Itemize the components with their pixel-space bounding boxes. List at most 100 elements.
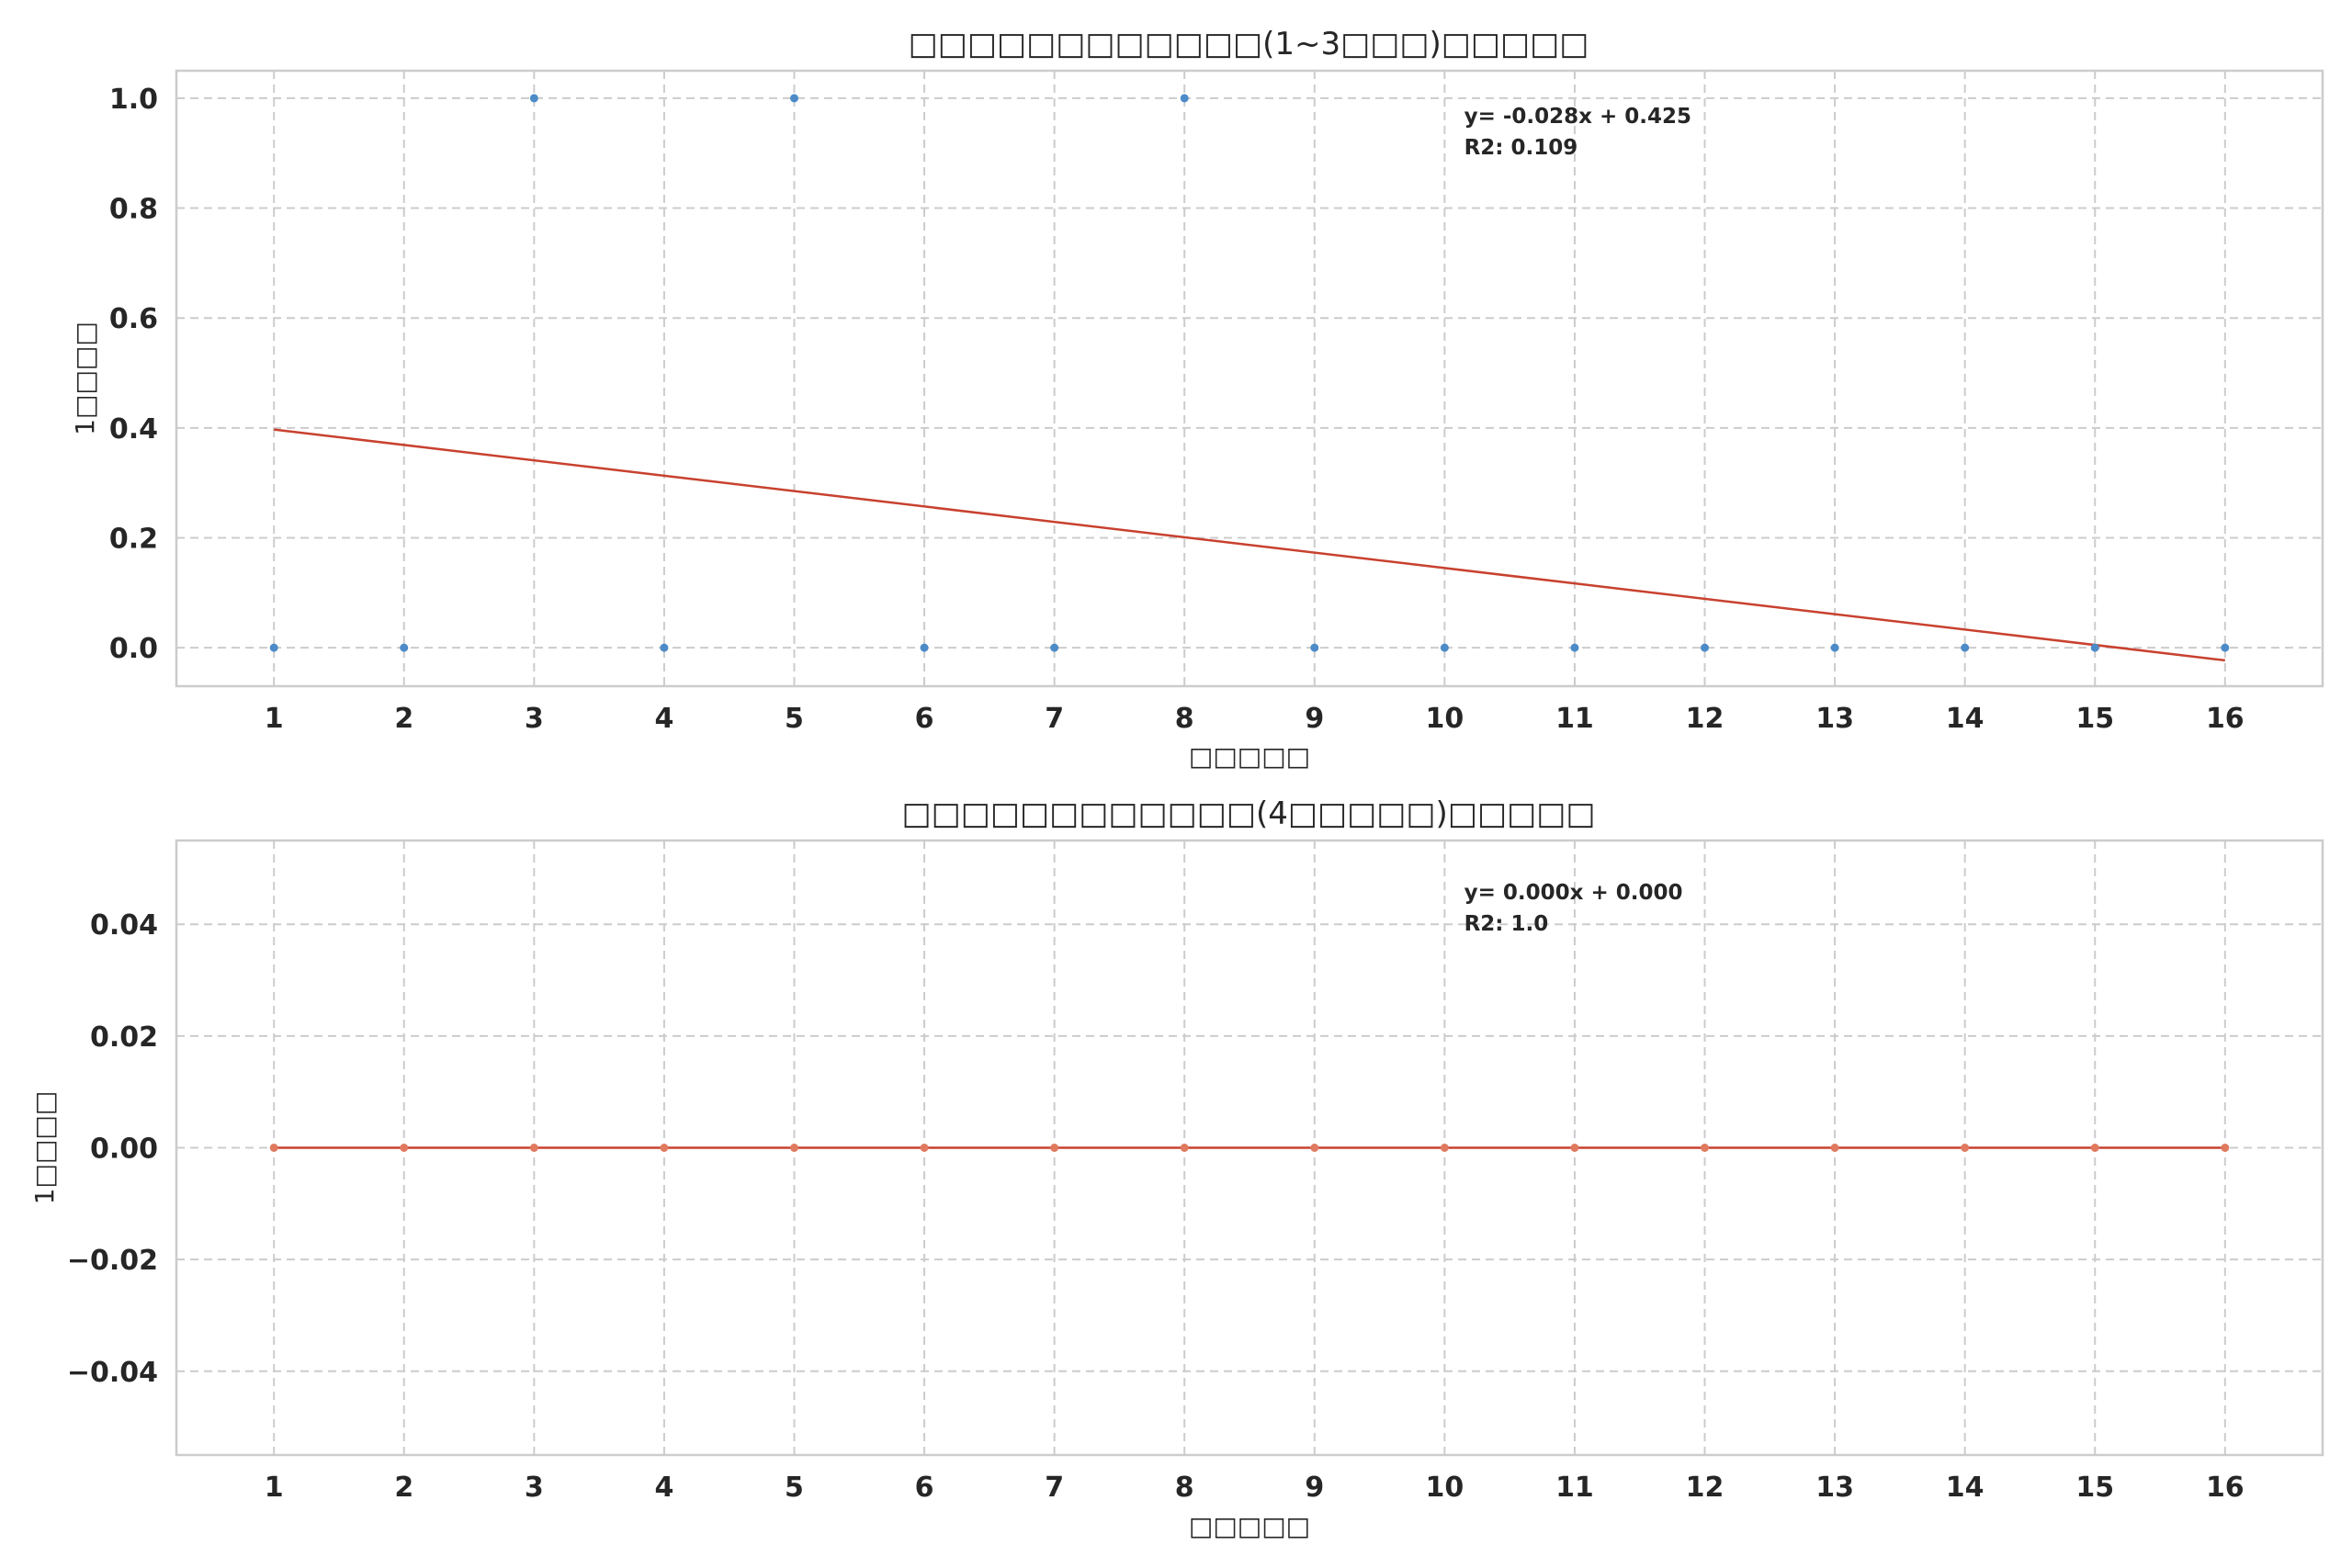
- chart-2-y-tick-label: 0.04: [90, 909, 158, 942]
- chart-1-fit-line: [274, 428, 2225, 662]
- chart-2-point: [1310, 1144, 1319, 1152]
- chart-1-annotation: y= -0.028x + 0.425 R2: 0.109: [1464, 105, 1691, 160]
- chart-2-y-tick-label: 0.02: [90, 1021, 158, 1054]
- chart-2-x-tick-label: 8: [1175, 1472, 1194, 1504]
- chart-1-grid: [176, 71, 2323, 686]
- chart-1-y-tick-label: 0.2: [109, 523, 158, 555]
- chart-1-point: [1701, 643, 1710, 652]
- chart-2-equation: y= 0.000x + 0.000: [1464, 881, 1683, 905]
- chart-2-point: [269, 1144, 278, 1152]
- chart-2-y-tick-label: −0.04: [67, 1357, 158, 1389]
- chart-2-points: [269, 1144, 2230, 1152]
- chart-1-x-tick-label: 9: [1305, 703, 1324, 735]
- chart-2: □□□□□□□□□□□□(4□□□□□)□□□□□ 1 2 3 4 5 6 7 8 9 10 11 1…: [29, 795, 2324, 1541]
- chart-1-x-tick-label: 3: [525, 703, 544, 735]
- chart-2-y-axis-label: 1□□□□: [29, 1091, 60, 1205]
- chart-2-x-tick-label: 14: [1946, 1472, 1984, 1504]
- chart-2-point: [400, 1144, 409, 1152]
- chart-1-x-tick-label: 15: [2075, 703, 2114, 735]
- chart-1-x-ticks: 1 2 3 4 5 6 7 8 9 10 11 12 13 14 15 16: [265, 703, 2245, 735]
- chart-1-x-tick-label: 6: [915, 703, 934, 735]
- chart-1-x-tick-label: 5: [785, 703, 804, 735]
- chart-2-point: [789, 1144, 798, 1152]
- chart-1-x-tick-label: 11: [1555, 703, 1594, 735]
- chart-1-point: [920, 643, 929, 652]
- chart-1-x-tick-label: 10: [1425, 703, 1464, 735]
- chart-2-x-tick-label: 15: [2075, 1472, 2114, 1504]
- chart-2-x-tick-label: 13: [1815, 1472, 1854, 1504]
- chart-1-point: [2221, 643, 2230, 652]
- chart-1-point: [2090, 643, 2099, 652]
- chart-1-point: [789, 94, 798, 103]
- chart-1: □□□□□□□□□□□□(1~3□□□)□□□□□ 1 2 3 4 5 6 7 8 9 10 11 1…: [70, 26, 2324, 772]
- chart-2-x-tick-label: 10: [1425, 1472, 1464, 1504]
- chart-2-y-tick-label: −0.02: [67, 1245, 158, 1277]
- chart-1-y-tick-label: 0.8: [109, 194, 158, 226]
- chart-2-title: □□□□□□□□□□□□(4□□□□□)□□□□□: [902, 795, 1596, 832]
- chart-1-equation: y= -0.028x + 0.425: [1464, 105, 1691, 129]
- chart-2-point: [920, 1144, 929, 1152]
- chart-1-x-tick-label: 12: [1686, 703, 1724, 735]
- chart-1-x-tick-label: 4: [654, 703, 673, 735]
- chart-2-x-tick-label: 4: [654, 1472, 673, 1504]
- chart-1-x-tick-label: 2: [394, 703, 413, 735]
- chart-1-y-ticks: 0.0 0.2 0.4 0.6 0.8 1.0: [109, 84, 158, 665]
- chart-2-r2: R2: 1.0: [1464, 912, 1549, 936]
- chart-1-y-tick-label: 0.4: [109, 413, 158, 446]
- chart-1-point: [269, 643, 278, 652]
- chart-1-point: [660, 643, 669, 652]
- chart-2-y-tick-label: 0.00: [90, 1134, 158, 1166]
- chart-1-points: [269, 94, 2230, 652]
- chart-2-point: [1180, 1144, 1189, 1152]
- chart-2-x-tick-label: 2: [394, 1472, 413, 1504]
- chart-1-point: [529, 94, 538, 103]
- chart-1-title: □□□□□□□□□□□□(1~3□□□)□□□□□: [909, 26, 1589, 62]
- chart-1-point: [1310, 643, 1319, 652]
- chart-2-x-tick-label: 5: [785, 1472, 804, 1504]
- chart-1-y-tick-label: 1.0: [109, 84, 158, 116]
- chart-2-point: [1050, 1144, 1059, 1152]
- chart-2-frame: [175, 839, 2324, 1457]
- chart-1-y-tick-label: 0.6: [109, 303, 158, 335]
- chart-2-point: [1961, 1144, 1970, 1152]
- chart-2-point: [1440, 1144, 1449, 1152]
- chart-2-x-tick-label: 3: [525, 1472, 544, 1504]
- chart-1-point: [1440, 643, 1449, 652]
- chart-1-x-tick-label: 7: [1045, 703, 1064, 735]
- chart-1-fit-layer: [274, 428, 2225, 662]
- chart-1-y-axis-label: 1□□□□: [70, 321, 100, 435]
- chart-1-point: [1570, 643, 1579, 652]
- chart-1-r2: R2: 0.109: [1464, 136, 1578, 160]
- chart-2-point: [529, 1144, 538, 1152]
- chart-2-x-tick-label: 6: [915, 1472, 934, 1504]
- chart-1-frame: [175, 69, 2324, 688]
- chart-1-point: [1961, 643, 1970, 652]
- chart-1-point: [1830, 643, 1839, 652]
- chart-2-y-ticks: −0.04 −0.02 0.00 0.02 0.04: [67, 909, 158, 1389]
- chart-2-x-tick-label: 9: [1305, 1472, 1324, 1504]
- chart-2-point: [1570, 1144, 1579, 1152]
- chart-1-point: [1050, 643, 1059, 652]
- chart-2-point: [2221, 1144, 2230, 1152]
- chart-2-point: [660, 1144, 669, 1152]
- chart-1-x-axis-label: □□□□□: [1189, 741, 1310, 772]
- chart-2-annotation: y= 0.000x + 0.000 R2: 1.0: [1464, 881, 1683, 936]
- chart-2-x-tick-label: 1: [265, 1472, 284, 1504]
- chart-1-point: [400, 643, 409, 652]
- chart-2-x-tick-label: 16: [2206, 1472, 2245, 1504]
- chart-2-point: [1830, 1144, 1839, 1152]
- chart-2-x-tick-label: 11: [1555, 1472, 1594, 1504]
- chart-2-x-ticks: 1 2 3 4 5 6 7 8 9 10 11 12 13 14 15 16: [265, 1472, 2245, 1504]
- chart-1-y-tick-label: 0.0: [109, 633, 158, 665]
- chart-1-x-tick-label: 14: [1946, 703, 1984, 735]
- chart-2-point: [1701, 1144, 1710, 1152]
- chart-1-x-tick-label: 8: [1175, 703, 1194, 735]
- chart-1-point: [1180, 94, 1189, 103]
- chart-1-x-tick-label: 13: [1815, 703, 1854, 735]
- chart-2-x-tick-label: 7: [1045, 1472, 1064, 1504]
- chart-2-x-tick-label: 12: [1686, 1472, 1724, 1504]
- chart-1-x-tick-label: 1: [265, 703, 284, 735]
- chart-2-x-axis-label: □□□□□: [1189, 1511, 1310, 1541]
- chart-1-x-tick-label: 16: [2206, 703, 2245, 735]
